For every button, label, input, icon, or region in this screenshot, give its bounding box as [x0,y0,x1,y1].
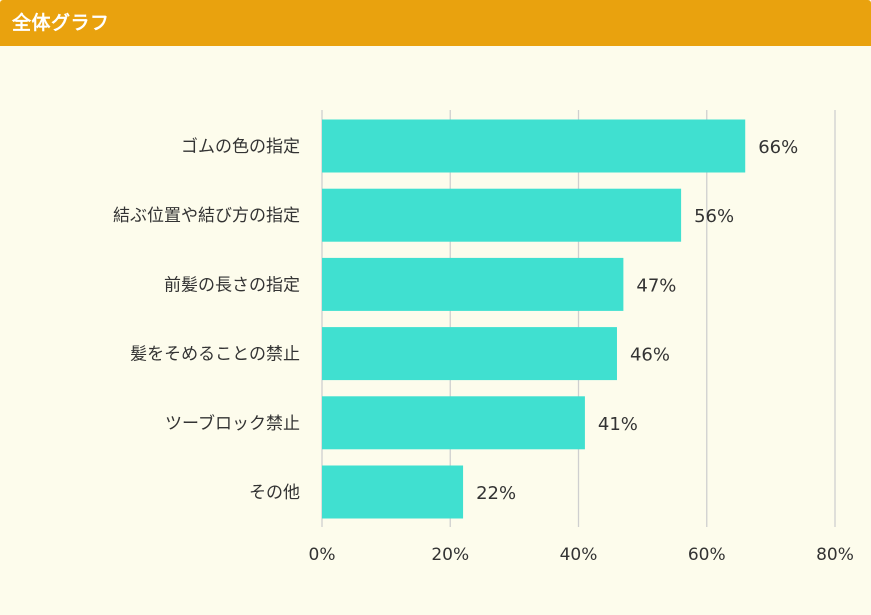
x-tick-label: 40% [560,545,598,565]
x-tick-label: 20% [431,545,469,565]
x-tick-label: 0% [309,545,336,565]
category-label: その他 [249,483,300,503]
category-label: 前髪の長さの指定 [164,275,300,295]
data-label: 41% [598,414,638,435]
chart-title: 全体グラフ [12,12,110,34]
data-label: 56% [694,206,734,227]
data-label: 22% [476,483,516,504]
data-label: 66% [758,137,798,158]
bar [322,327,617,381]
x-tick-label: 60% [688,545,726,565]
chart-header: 全体グラフ [0,0,871,46]
data-label: 47% [636,275,676,296]
category-label: ツーブロック禁止 [165,413,300,434]
bar [322,119,746,173]
category-label: ゴムの色の指定 [181,136,300,157]
bar [322,257,624,311]
bar [322,465,464,519]
bar [322,396,585,450]
category-label: 結ぶ位置や結び方の指定 [113,206,300,226]
bar [322,188,682,242]
category-label: 髪をそめることの禁止 [130,345,300,365]
x-tick-label: 80% [816,545,854,565]
data-label: 46% [630,345,670,366]
